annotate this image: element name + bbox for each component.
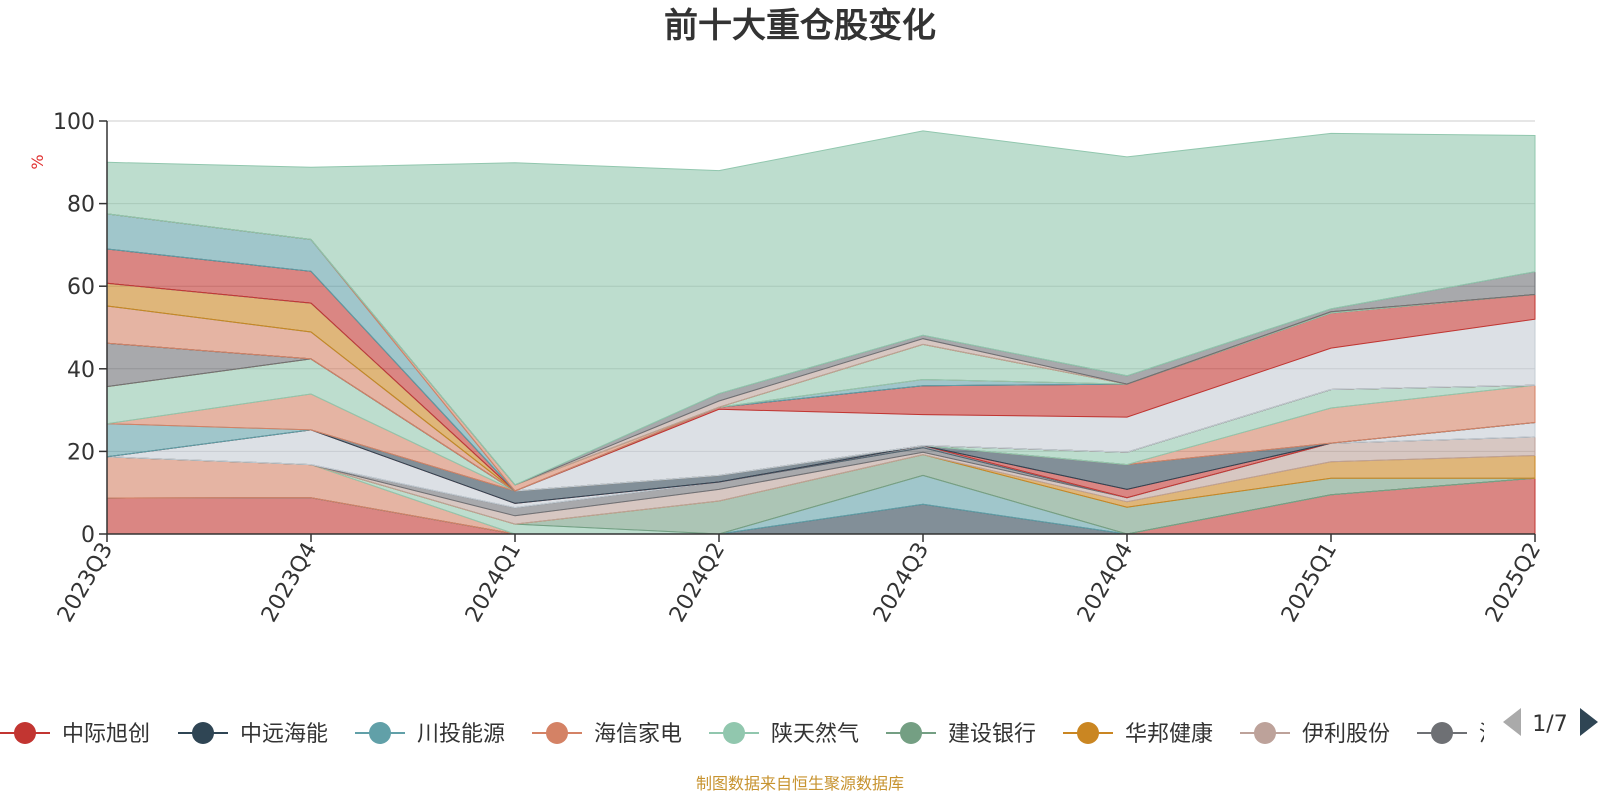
legend-prev-page-icon[interactable] xyxy=(1503,708,1521,736)
legend-item[interactable]: 中远海能 xyxy=(178,722,328,747)
legend-label: 川投能源 xyxy=(417,722,505,747)
x-tick-label: 2025Q2 xyxy=(1481,539,1546,627)
x-tick-label: 2024Q2 xyxy=(665,539,730,627)
legend-item[interactable]: 华邦健康 xyxy=(1063,722,1213,747)
x-tick-label: 2024Q4 xyxy=(1073,539,1138,627)
x-tick-label: 2023Q3 xyxy=(53,539,118,627)
y-tick-label: 20 xyxy=(67,440,95,465)
y-tick-label: 0 xyxy=(81,523,95,548)
legend-pager: 1/7 xyxy=(1503,708,1598,737)
legend-page-indicator: 1/7 xyxy=(1532,712,1567,737)
x-tick-label: 2024Q3 xyxy=(869,539,934,627)
area-series-layer xyxy=(106,130,1536,535)
legend-label: 伊利股份 xyxy=(1302,722,1390,747)
legend-item[interactable]: 建设银行 xyxy=(886,722,1036,747)
y-axis-unit: % xyxy=(28,154,47,169)
legend-label: 陕天然气 xyxy=(771,722,859,747)
legend-item[interactable]: 中际旭创 xyxy=(0,722,150,747)
data-source-note: 制图数据来自恒生聚源数据库 xyxy=(696,774,904,793)
legend-label: 沪 xyxy=(1479,722,1501,747)
legend-label: 建设银行 xyxy=(948,722,1036,747)
legend-marker xyxy=(192,722,214,744)
legend-item[interactable]: 沪 xyxy=(1417,722,1501,747)
legend-marker xyxy=(1254,722,1276,744)
legend-item[interactable]: 伊利股份 xyxy=(1240,722,1390,747)
legend-item[interactable]: 川投能源 xyxy=(355,722,505,747)
legend-marker xyxy=(900,722,922,744)
legend: 中际旭创 中远海能 川投能源 海信家电 陕天然气 建设银行 华邦健康 伊利股份 沪 xyxy=(0,722,1501,747)
legend-next-page-icon[interactable] xyxy=(1580,708,1598,736)
legend-label: 中远海能 xyxy=(240,722,328,747)
legend-marker xyxy=(723,722,745,744)
legend-label: 海信家电 xyxy=(594,722,682,747)
legend-marker xyxy=(14,722,36,744)
legend-marker xyxy=(1431,722,1453,744)
legend-marker xyxy=(546,722,568,744)
series-area-43[interactable] xyxy=(106,130,1536,486)
x-tick-label: 2023Q4 xyxy=(257,539,322,627)
y-tick-label: 80 xyxy=(67,193,95,218)
legend-item[interactable]: 陕天然气 xyxy=(709,722,859,747)
chart-title: 前十大重仓股变化 xyxy=(664,6,936,46)
legend-label: 华邦健康 xyxy=(1125,722,1213,747)
legend-item[interactable]: 海信家电 xyxy=(532,722,682,747)
legend-label: 中际旭创 xyxy=(62,722,150,747)
y-tick-label: 40 xyxy=(67,358,95,383)
legend-marker xyxy=(369,722,391,744)
x-tick-label: 2025Q1 xyxy=(1277,539,1342,627)
y-tick-label: 100 xyxy=(53,110,95,135)
x-tick-label: 2024Q1 xyxy=(461,539,526,627)
y-tick-label: 60 xyxy=(67,275,95,300)
legend-marker xyxy=(1077,722,1099,744)
